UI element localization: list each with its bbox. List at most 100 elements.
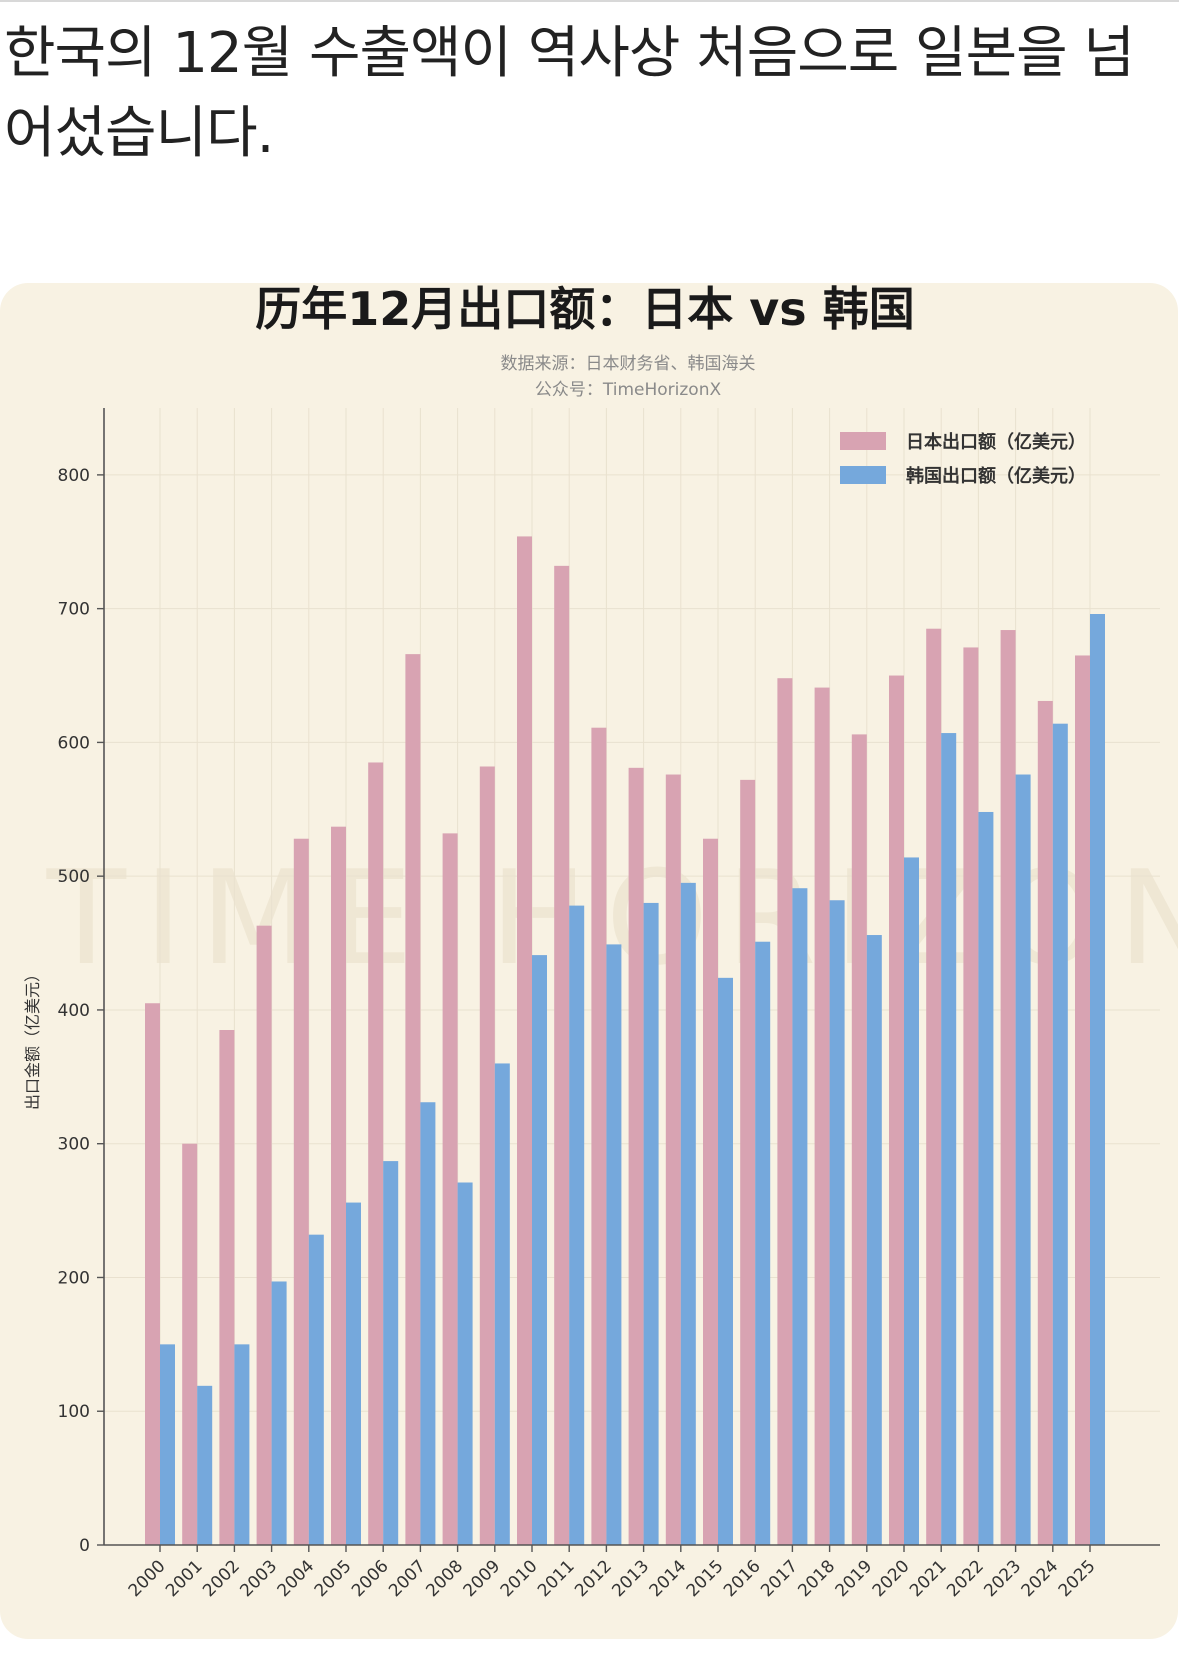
- bar-japan-2022: [963, 647, 979, 1545]
- bar-korea-2017: [792, 888, 808, 1545]
- bar-japan-2011: [554, 565, 570, 1545]
- x-tick-label: 2025: [1055, 1556, 1100, 1601]
- x-tick-label: 2016: [720, 1556, 765, 1601]
- chart-subtitle-account: 公众号：TimeHorizonX: [535, 380, 722, 400]
- bar-japan-2024: [1037, 700, 1053, 1545]
- bar-japan-2004: [293, 838, 309, 1545]
- bar-japan-2003: [256, 925, 272, 1545]
- bar-japan-2002: [219, 1030, 235, 1545]
- bar-japan-2016: [740, 779, 756, 1545]
- bar-korea-2012: [606, 944, 622, 1545]
- bar-japan-2006: [368, 762, 384, 1545]
- bar-korea-2016: [755, 941, 771, 1545]
- bar-japan-2025: [1075, 655, 1090, 1545]
- bar-korea-2006: [383, 1161, 399, 1545]
- bar-korea-2007: [420, 1102, 436, 1545]
- legend-swatch-korea: [840, 466, 886, 484]
- bar-japan-2010: [517, 536, 532, 1545]
- bar-korea-2021: [941, 733, 957, 1545]
- bar-korea-2008: [457, 1182, 473, 1545]
- bar-japan-2000: [145, 1003, 160, 1545]
- bar-japan-2018: [814, 687, 830, 1545]
- x-tick-label: 2006: [348, 1556, 393, 1601]
- x-tick-label: 2014: [646, 1556, 691, 1601]
- x-tick-label: 2024: [1018, 1556, 1063, 1601]
- bar-korea-2015: [718, 977, 733, 1545]
- x-tick-label: 2011: [534, 1556, 579, 1601]
- legend-swatch-japan: [840, 432, 886, 450]
- x-tick-label: 2023: [980, 1556, 1025, 1601]
- bar-japan-2019: [851, 734, 867, 1545]
- x-tick-label: 2008: [422, 1556, 467, 1601]
- x-tick-labels: 2000200120022003200420052006200720082009…: [125, 1545, 1100, 1601]
- bar-korea-2001: [197, 1385, 213, 1545]
- post-headline: 한국의 12월 수출액이 역사상 처음으로 일본을 넘어섰습니다.: [4, 21, 1135, 166]
- bar-japan-2014: [665, 774, 681, 1545]
- x-tick-label: 2012: [571, 1556, 616, 1601]
- bar-korea-2013: [643, 902, 659, 1545]
- x-tick-label: 2004: [274, 1556, 319, 1601]
- bar-korea-2000: [160, 1344, 175, 1545]
- bar-japan-2008: [442, 833, 458, 1545]
- bar-japan-2017: [777, 678, 793, 1545]
- bar-korea-2010: [532, 955, 547, 1545]
- bar-japan-2020: [889, 675, 904, 1545]
- x-tick-label: 2000: [125, 1556, 170, 1601]
- top-divider: [0, 0, 1179, 2]
- bar-korea-2004: [308, 1234, 324, 1545]
- bar-korea-2019: [866, 935, 882, 1545]
- bar-korea-2011: [569, 905, 585, 1545]
- bar-japan-2001: [182, 1143, 198, 1545]
- bar-korea-2009: [494, 1063, 510, 1545]
- bar-korea-2005: [346, 1202, 361, 1545]
- x-tick-label: 2003: [236, 1556, 281, 1601]
- x-tick-label: 2017: [757, 1556, 802, 1601]
- bar-korea-2023: [1015, 774, 1031, 1545]
- x-tick-label: 2002: [199, 1556, 244, 1601]
- bar-korea-2020: [904, 857, 919, 1545]
- bar-group: [145, 536, 1105, 1545]
- bar-korea-2002: [234, 1344, 250, 1545]
- y-tick-label: 200: [58, 1268, 90, 1288]
- legend-label-korea: 韩国出口额（亿美元）: [906, 465, 1086, 487]
- x-tick-label: 2009: [460, 1556, 505, 1601]
- x-tick-label: 2021: [906, 1556, 951, 1601]
- chart-title: 历年12月出口额：日本 vs 韩国: [255, 283, 914, 336]
- legend-label-japan: 日本出口额（亿美元）: [906, 431, 1086, 453]
- x-tick-label: 2020: [869, 1556, 914, 1601]
- x-tick-label: 2007: [385, 1556, 430, 1601]
- x-tick-label: 2010: [497, 1556, 542, 1601]
- bar-japan-2023: [1000, 630, 1016, 1545]
- bar-korea-2003: [271, 1281, 287, 1545]
- bar-korea-2014: [680, 882, 696, 1545]
- bar-japan-2013: [628, 767, 644, 1545]
- y-tick-label: 100: [58, 1402, 90, 1422]
- x-tick-label: 2018: [794, 1556, 839, 1601]
- y-tick-label: 400: [58, 1001, 90, 1021]
- x-tick-label: 2022: [943, 1556, 988, 1601]
- x-tick-label: 2013: [608, 1556, 653, 1601]
- x-tick-label: 2015: [683, 1556, 728, 1601]
- bar-japan-2009: [479, 766, 495, 1545]
- bar-japan-2012: [591, 727, 607, 1545]
- y-tick-label: 300: [58, 1135, 90, 1155]
- x-tick-label: 2005: [311, 1556, 356, 1601]
- chart-card: TIME HORIZON 0 100 200 300 400 500 600 700 800 2…: [0, 283, 1178, 1639]
- y-tick-label: 500: [58, 867, 90, 887]
- bar-korea-2018: [829, 900, 845, 1545]
- bar-japan-2015: [703, 838, 718, 1545]
- chart-subtitle-source: 数据来源：日本财务省、韩国海关: [501, 354, 756, 374]
- bar-korea-2022: [978, 811, 994, 1545]
- x-tick-label: 2001: [162, 1556, 207, 1601]
- x-tick-label: 2019: [832, 1556, 877, 1601]
- y-axis-label: 出口金额（亿美元）: [23, 966, 42, 1110]
- y-tick-labels: 0 100 200 300 400 500 600 700 800: [58, 466, 104, 1556]
- legend: 日本出口额（亿美元） 韩国出口额（亿美元）: [840, 431, 1086, 487]
- y-tick-label: 600: [58, 733, 90, 753]
- y-tick-label: 800: [58, 466, 90, 486]
- bar-korea-2024: [1052, 723, 1068, 1545]
- y-tick-label: 700: [58, 600, 90, 620]
- bar-korea-2025: [1090, 613, 1105, 1545]
- y-tick-label: 0: [79, 1536, 90, 1556]
